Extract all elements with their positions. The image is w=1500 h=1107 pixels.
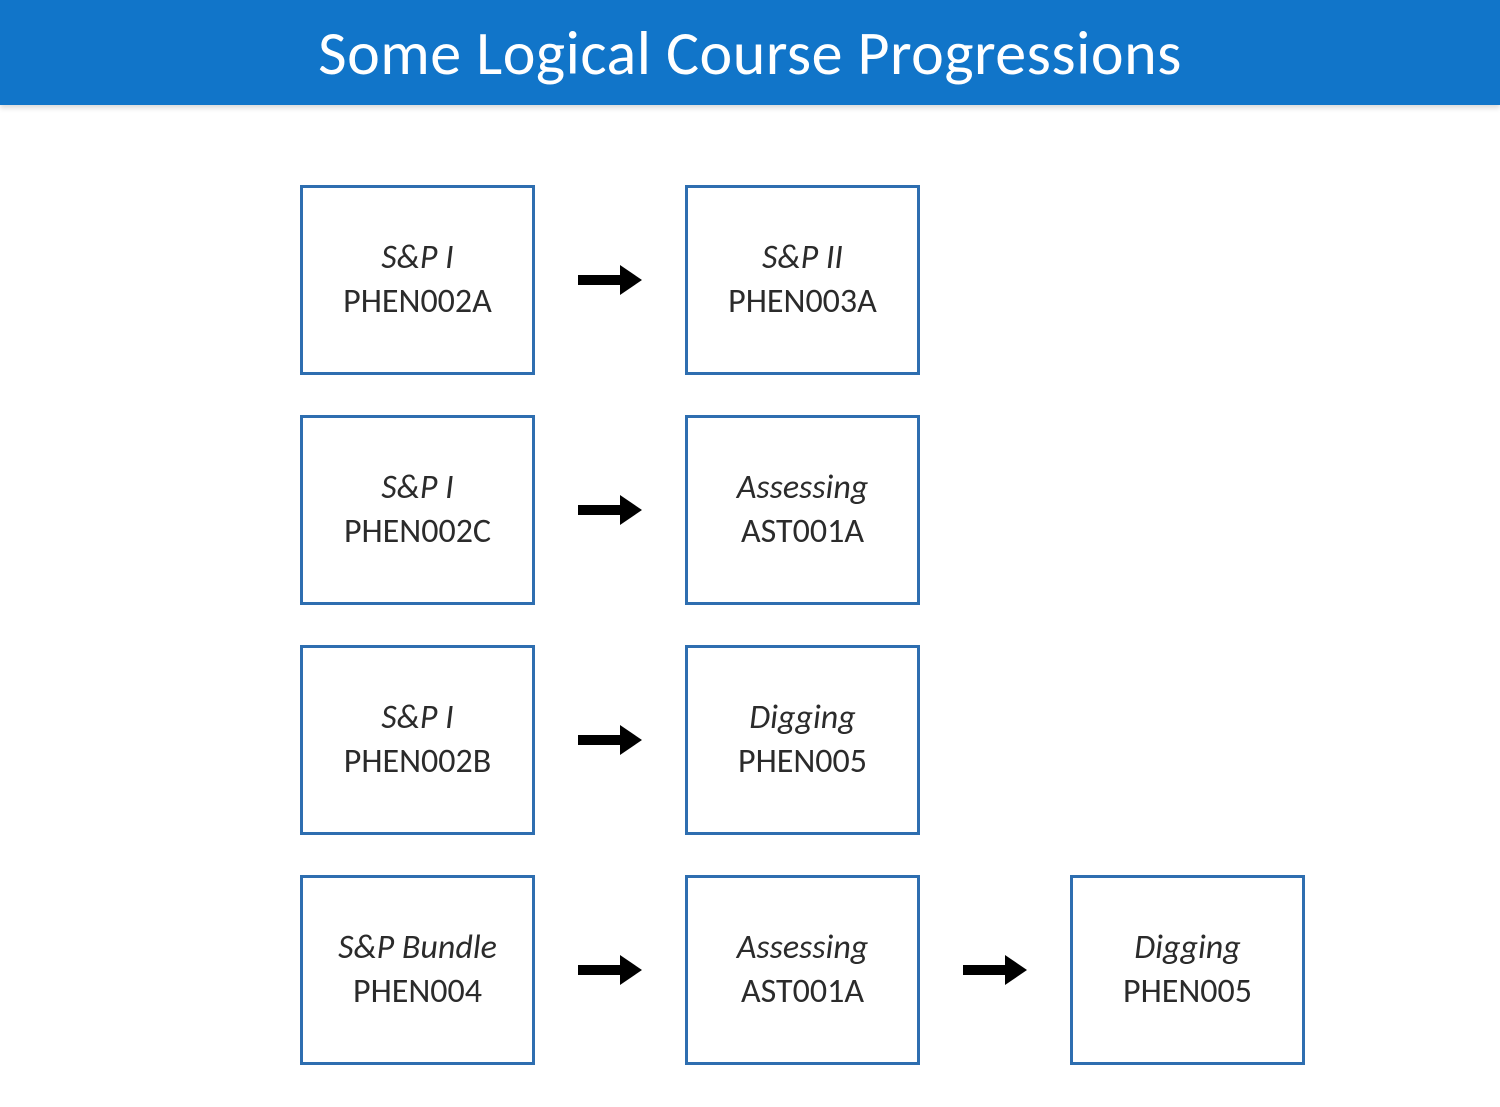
progression-row: S&P I PHEN002B Digging PHEN005 [300, 645, 1500, 835]
course-code: PHEN002B [344, 740, 492, 784]
arrow-container [920, 955, 1070, 985]
course-title: Assessing [737, 926, 869, 970]
arrow-icon [578, 955, 642, 985]
course-box: Digging PHEN005 [685, 645, 920, 835]
course-title: Digging [749, 696, 855, 740]
course-box: S&P Bundle PHEN004 [300, 875, 535, 1065]
course-box: S&P II PHEN003A [685, 185, 920, 375]
course-code: PHEN003A [728, 280, 877, 324]
course-title: Digging [1134, 926, 1240, 970]
header-banner: Some Logical Course Progressions [0, 0, 1500, 105]
course-title: S&P Bundle [338, 926, 497, 970]
course-box: S&P I PHEN002A [300, 185, 535, 375]
arrow-icon [578, 495, 642, 525]
course-code: PHEN005 [1123, 970, 1252, 1014]
course-box: Assessing AST001A [685, 415, 920, 605]
progression-row: S&P I PHEN002C Assessing AST001A [300, 415, 1500, 605]
course-code: PHEN004 [353, 970, 482, 1014]
course-box: S&P I PHEN002B [300, 645, 535, 835]
arrow-container [535, 265, 685, 295]
progression-row: S&P I PHEN002A S&P II PHEN003A [300, 185, 1500, 375]
course-title: S&P I [381, 466, 453, 510]
content-area: S&P I PHEN002A S&P II PHEN003A S&P I PHE… [0, 105, 1500, 1065]
course-box: S&P I PHEN002C [300, 415, 535, 605]
progression-row: S&P Bundle PHEN004 Assessing AST001A Dig… [300, 875, 1500, 1065]
course-code: AST001A [741, 970, 864, 1014]
course-code: PHEN005 [738, 740, 867, 784]
arrow-icon [578, 725, 642, 755]
arrow-container [535, 495, 685, 525]
course-title: S&P I [381, 696, 453, 740]
course-code: PHEN002A [343, 280, 492, 324]
arrow-icon [963, 955, 1027, 985]
course-title: S&P I [381, 236, 453, 280]
course-box: Assessing AST001A [685, 875, 920, 1065]
course-code: PHEN002C [344, 510, 491, 554]
course-title: Assessing [737, 466, 869, 510]
arrow-container [535, 725, 685, 755]
course-code: AST001A [741, 510, 864, 554]
course-box: Digging PHEN005 [1070, 875, 1305, 1065]
arrow-container [535, 955, 685, 985]
course-title: S&P II [762, 236, 843, 280]
arrow-icon [578, 265, 642, 295]
page-title: Some Logical Course Progressions [318, 15, 1182, 91]
